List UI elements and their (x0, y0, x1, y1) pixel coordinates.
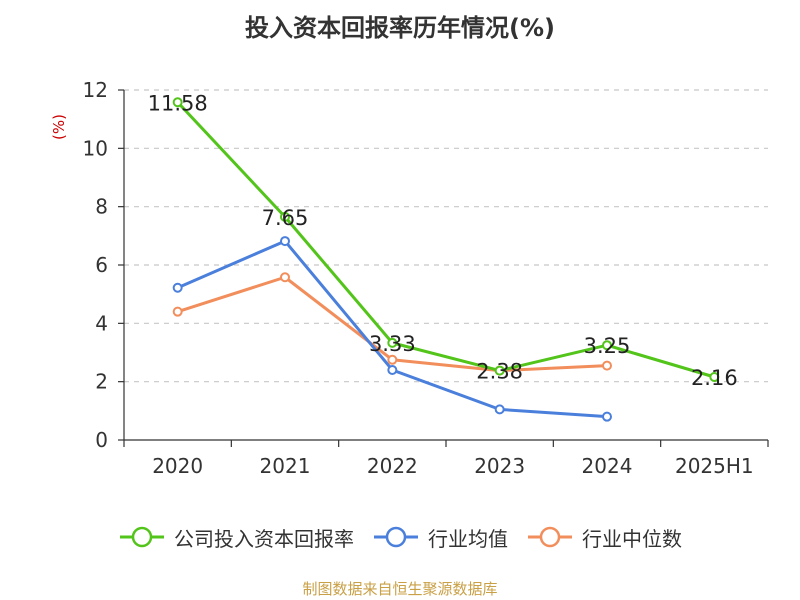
x-tick-label: 2023 (474, 454, 525, 478)
y-tick-label: 8 (95, 195, 108, 219)
data-point (602, 360, 612, 371)
axes: 0 2 4 6 8 10 12 2020 2021 2022 2023 2024 2025H1 (83, 78, 769, 478)
data-point (172, 306, 183, 317)
source-note: 制图数据来自恒生聚源数据库 (302, 580, 498, 598)
series-line (177, 239, 608, 419)
y-tick-label: 10 (83, 136, 108, 160)
data-label: 3.25 (584, 334, 631, 358)
data-point (602, 340, 612, 351)
data-point (387, 365, 398, 375)
data-label: 3.33 (369, 332, 416, 356)
x-tick-label: 2025H1 (675, 454, 754, 478)
series (172, 97, 720, 422)
data-label: 2.16 (691, 366, 738, 390)
data-point (387, 354, 398, 365)
y-tick-label: 6 (95, 253, 108, 277)
legend-label: 行业均值 (428, 526, 508, 551)
data-point (709, 372, 720, 382)
x-tick-label: 2024 (582, 454, 633, 478)
data-point (280, 272, 290, 283)
data-point (602, 411, 612, 422)
y-tick-label: 2 (95, 370, 108, 394)
x-tick-label: 2020 (152, 454, 203, 478)
gridlines (124, 89, 768, 383)
data-point (494, 365, 505, 376)
y-tick-label: 0 (95, 428, 108, 452)
legend-item[interactable]: 行业中位数 (526, 523, 682, 552)
data-label: 2.38 (476, 360, 523, 384)
legend-marker-icon (528, 526, 572, 548)
data-labels: 11.58 7.65 3.33 2.38 3.25 2.16 (148, 91, 738, 390)
legend-marker-icon (374, 526, 418, 548)
legend: 公司投入资本回报率 行业均值 行业中位数 (0, 520, 800, 554)
x-tick-label: 2022 (367, 454, 418, 478)
data-point (172, 97, 183, 108)
x-tick-label: 2021 (260, 454, 311, 478)
y-tick-label: 4 (95, 311, 108, 335)
legend-marker-icon (120, 526, 164, 548)
data-label: 11.58 (148, 91, 208, 115)
data-point (387, 337, 398, 348)
y-axis-label: (%) (50, 114, 68, 140)
legend-label: 公司投入资本回报率 (174, 526, 354, 551)
legend-item[interactable]: 行业均值 (372, 523, 508, 552)
data-point (494, 404, 505, 415)
data-point (280, 211, 290, 222)
legend-label: 行业中位数 (582, 526, 682, 551)
data-label: 7.65 (262, 206, 309, 230)
chart-title: 投入资本回报率历年情况(%) (245, 14, 555, 42)
data-point (172, 282, 183, 293)
data-point (280, 236, 290, 247)
y-tick-label: 12 (83, 78, 108, 102)
series-line (176, 101, 715, 379)
legend-item[interactable]: 公司投入资本回报率 (118, 523, 354, 552)
